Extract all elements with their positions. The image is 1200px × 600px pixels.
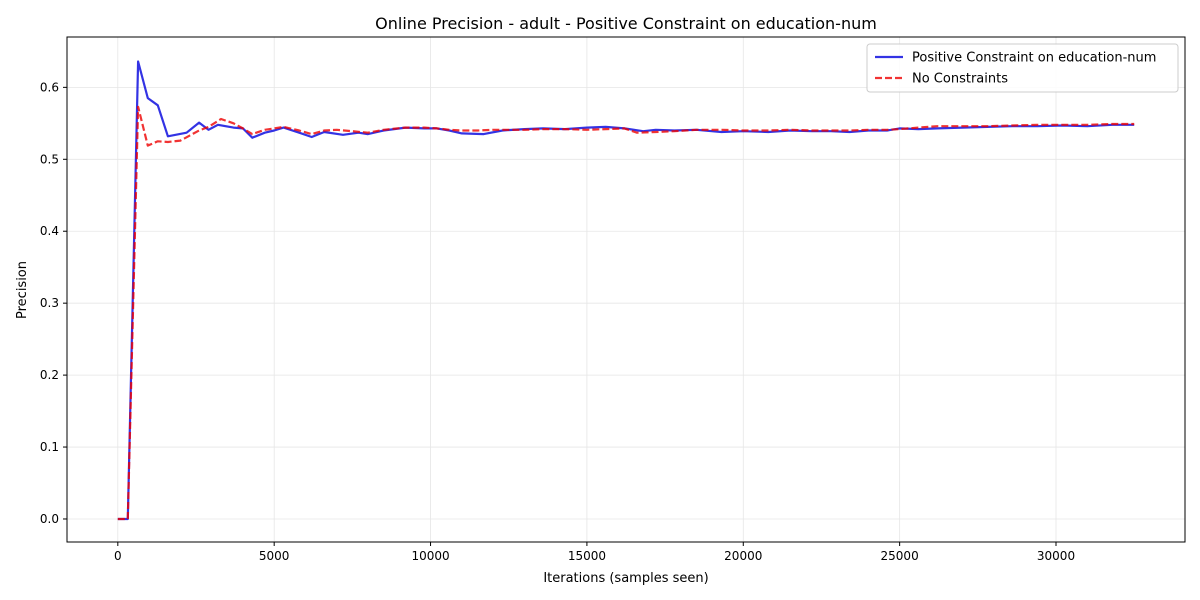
x-tick-label: 10000 — [411, 549, 449, 563]
y-tick-label: 0.6 — [40, 80, 59, 94]
x-tick-label: 20000 — [724, 549, 762, 563]
y-tick-label: 0.0 — [40, 512, 59, 526]
x-tick-label: 15000 — [568, 549, 606, 563]
y-tick-label: 0.4 — [40, 224, 59, 238]
series-line-1 — [117, 105, 1135, 521]
x-tick-label: 25000 — [881, 549, 919, 563]
legend-label-1: No Constraints — [912, 72, 1008, 87]
y-tick-label: 0.1 — [40, 440, 59, 454]
y-tick-label: 0.5 — [40, 152, 59, 166]
y-axis-label: Precision — [15, 261, 30, 319]
series-lines — [117, 60, 1135, 521]
x-tick-label: 0 — [114, 549, 122, 563]
x-tick-label: 5000 — [259, 549, 290, 563]
chart-title: Online Precision - adult - Positive Cons… — [375, 14, 877, 33]
legend: Positive Constraint on education-num No C… — [866, 43, 1179, 93]
legend-label-0: Positive Constraint on education-num — [912, 51, 1156, 66]
legend-box — [866, 43, 1179, 93]
axis-ticks: 0 5000 10000 15000 20000 25000 30000 0.0 0.1 0.2 0… — [40, 80, 1075, 563]
x-tick-label: 30000 — [1037, 549, 1075, 563]
y-tick-label: 0.3 — [40, 296, 59, 310]
y-tick-label: 0.2 — [40, 368, 59, 382]
plot-area-frame — [66, 36, 1186, 543]
grid — [67, 37, 1185, 542]
x-axis-label: Iterations (samples seen) — [543, 571, 708, 586]
